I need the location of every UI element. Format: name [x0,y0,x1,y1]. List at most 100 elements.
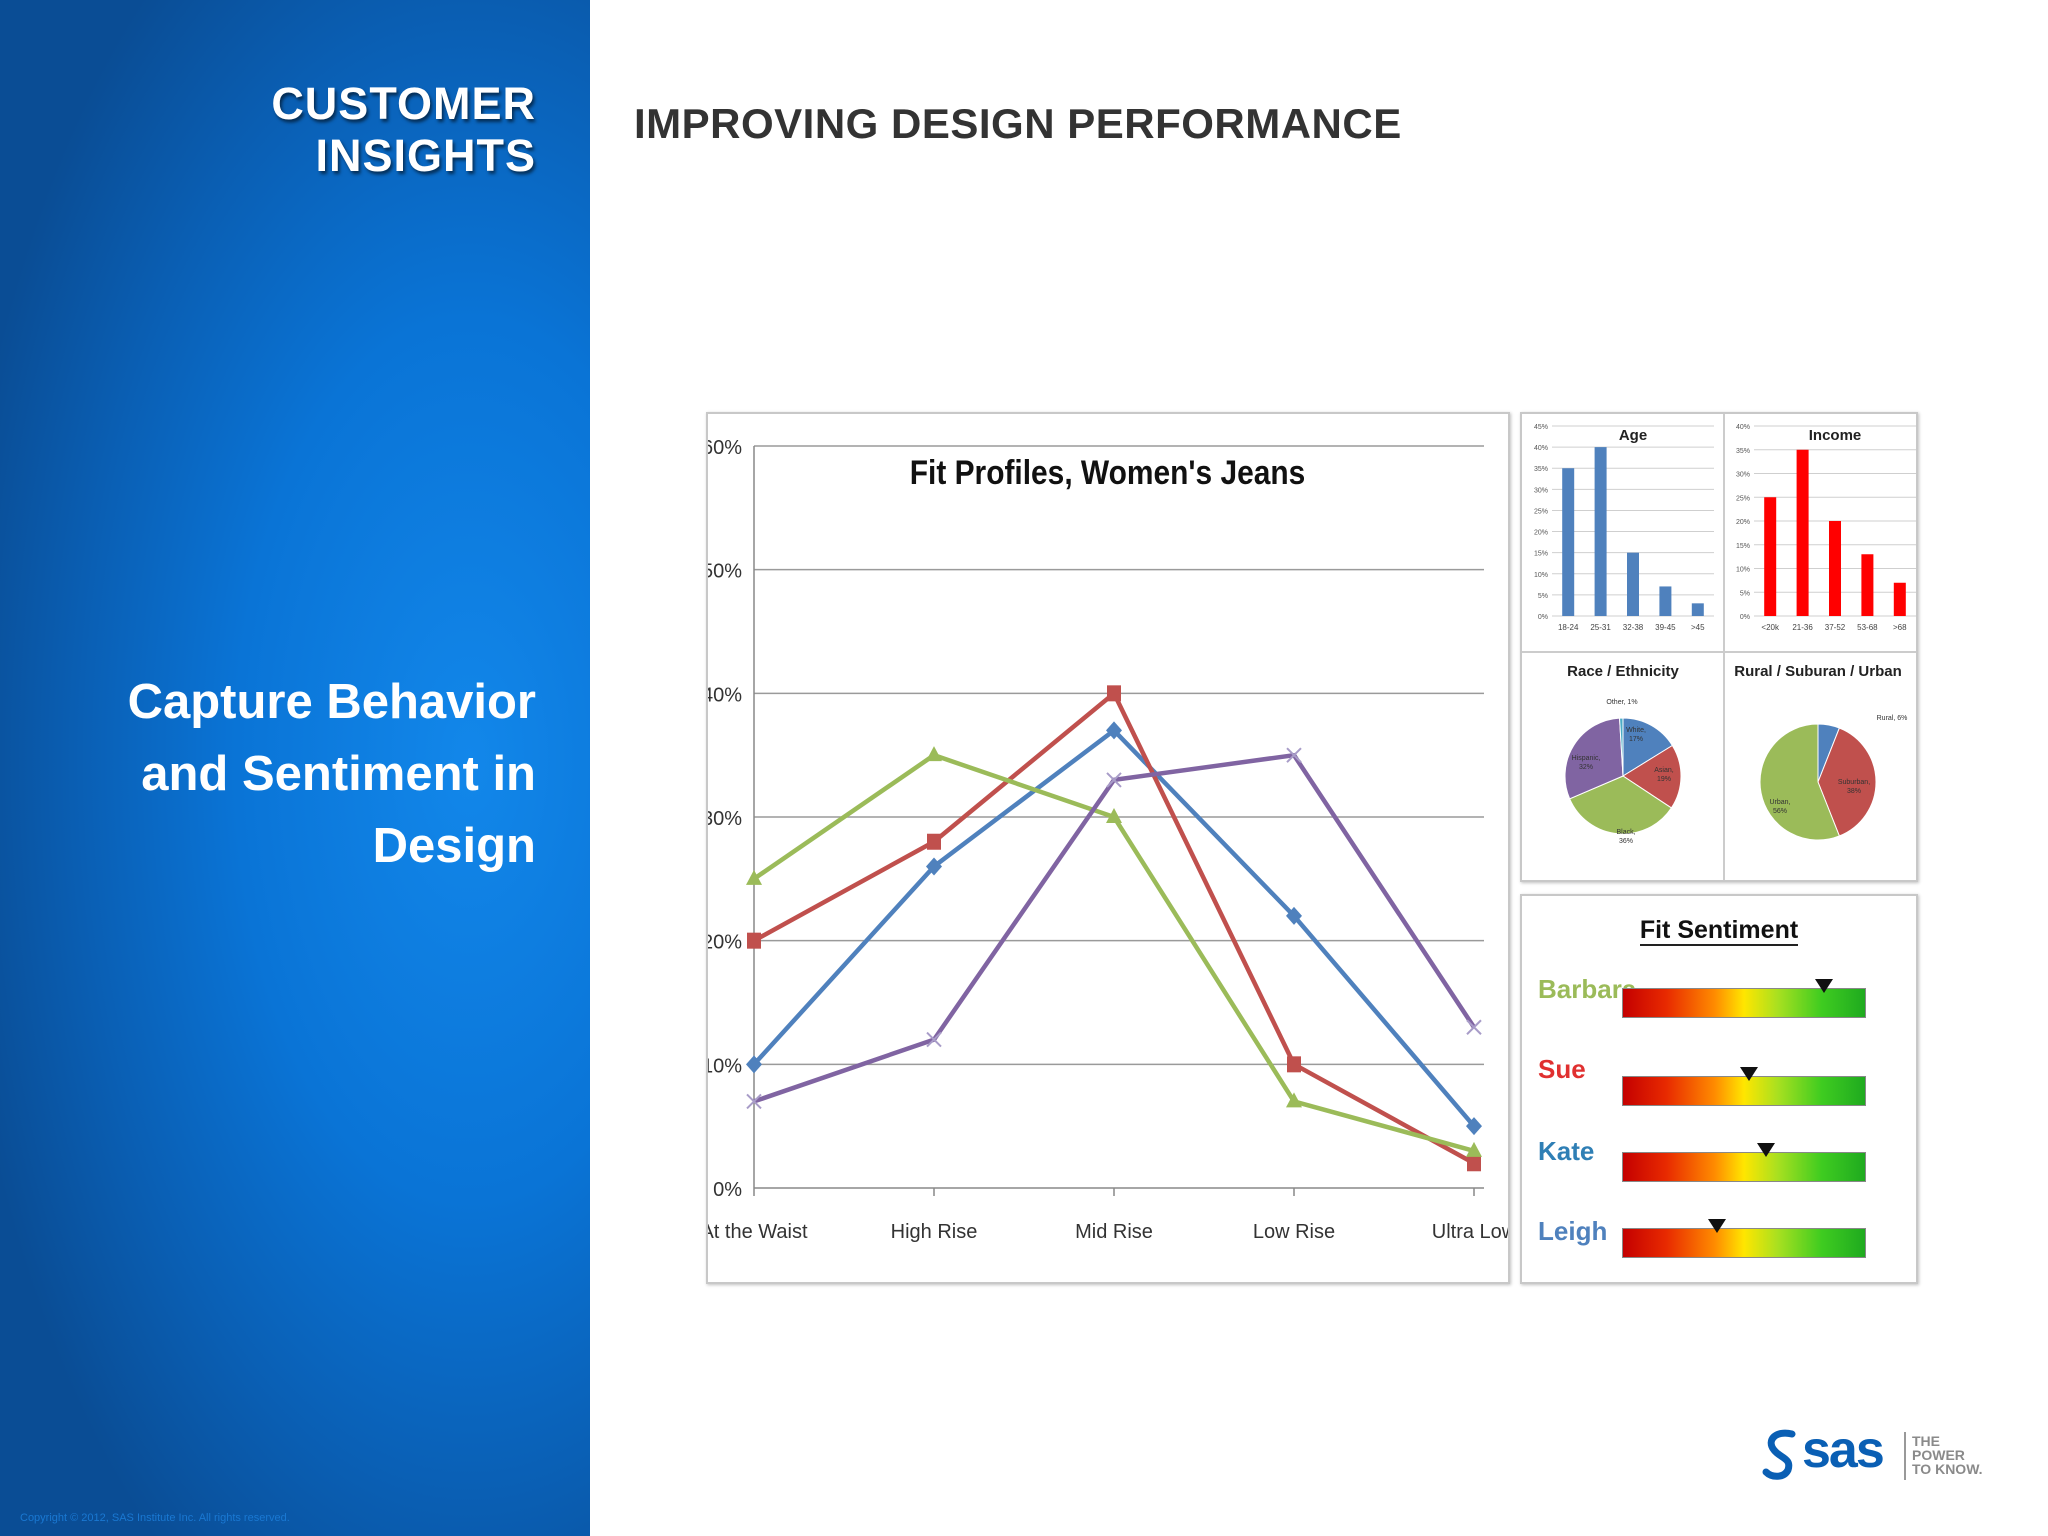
data-point-diamond [926,857,942,876]
logo-slogan: THE POWER TO KNOW. [1912,1434,1983,1476]
bar [1594,447,1607,616]
data-point-x [1466,1019,1482,1035]
pie-chart-title: Race / Ethnicity [1567,663,1679,680]
x-tick-label: Mid Rise [1075,1221,1153,1243]
pie-chart-title: Rural / Suburan / Urban [1734,663,1902,680]
chart-title: Fit Profiles, Women's Jeans [910,453,1306,491]
x-tick-label: 32-38 [1623,623,1644,632]
slice-label: White, [1626,727,1646,734]
slice-label: Hispanic, [1572,755,1601,762]
y-tick-label: 25% [1534,508,1548,515]
sentiment-name: Kate [1538,1136,1595,1166]
y-tick-label: 40% [708,684,742,706]
bar [1627,552,1639,616]
slice-value-label: 17% [1629,736,1643,743]
sentiment-row-sue: Sue [1522,1054,1916,1106]
slogan-line-1: THE [1912,1433,1940,1449]
pie-slice [1759,723,1841,841]
y-tick-label: 40% [1736,424,1750,431]
pie-slice [1619,717,1624,777]
slice-value-label: 56% [1773,808,1787,815]
y-tick-label: 5% [1740,590,1750,597]
fit-sentiment-title: Fit Sentiment [1522,916,1916,946]
sentiment-gradient-bar [1622,1143,1866,1182]
x-tick-label: >45 [1691,623,1705,632]
bar [1861,554,1874,616]
data-point-square [747,932,761,949]
sentiment-marker-icon [1814,979,1833,993]
pie-slice [1622,717,1674,777]
y-tick-label: 30% [1736,472,1750,479]
fit-profiles-line-chart: 0% 10% 20% 30% 40% 50% 60% At the Waist High Ris… [708,437,1508,1243]
sas-logo: sas THE POWER TO KNOW. [1762,1421,2002,1482]
data-point-diamond [1286,906,1302,925]
bar [1764,497,1777,616]
bar [1691,603,1704,616]
y-tick-label: 10% [1534,572,1548,579]
y-tick-label: 5% [1538,593,1548,600]
y-tick-label: 20% [1736,519,1750,526]
sentiment-gradient-bar [1622,979,1866,1018]
tagline-line-3: Design [372,819,536,873]
x-tick-label: At the Waist [708,1221,808,1243]
brand-line-2: INSIGHTS [315,130,536,181]
bar [1659,586,1672,616]
x-tick-label: 39-45 [1655,623,1676,632]
fit-sentiment-panel: Fit Sentiment Barbara Sue Kate Leigh [1520,894,1918,1284]
y-tick-label: 40% [1534,445,1548,452]
y-tick-label: 45% [1534,424,1548,431]
brand-line-1: CUSTOMER [271,78,536,129]
y-tick-label: 30% [708,808,742,830]
y-tick-label: 15% [1736,543,1750,550]
slice-value-label: 32% [1579,764,1593,771]
slice-label: Other, 1% [1606,699,1637,706]
pie-slice [1622,744,1682,809]
data-point-diamond [1466,1117,1482,1136]
y-tick-label: 0% [1740,614,1750,621]
data-point-triangle [746,869,762,885]
fit-profiles-chart-panel: 0% 10% 20% 30% 40% 50% 60% At the Waist High Ris… [706,412,1510,1284]
y-tick-label: 60% [708,437,742,459]
x-tick-label: 53-68 [1857,623,1878,632]
x-tick-label: 18-24 [1558,623,1579,632]
tagline-line-2: and Sentiment in [141,747,536,801]
slice-label: Black, [1616,829,1635,836]
slogan-line-2: POWER [1912,1447,1965,1463]
x-tick-label: Ultra Low [1432,1221,1508,1243]
copyright-text: Copyright © 2012, SAS Institute Inc. All… [20,1512,290,1524]
data-point-square [927,833,941,850]
slogan-line-3: TO KNOW. [1912,1461,1983,1477]
bar [1893,582,1906,616]
slice-value-label: 38% [1847,788,1861,795]
bar [1562,468,1575,616]
demographics-charts: 0% 5% 10% 15% 20% 25% 30% 35% 40% 45% Age 18-24 25-3… [1522,414,1916,880]
sentiment-gradient-bar [1622,1067,1866,1106]
y-tick-label: 35% [1736,448,1750,455]
logo-divider [1904,1432,1906,1480]
bar-chart-title: Age [1619,427,1647,444]
pie-slice [1564,717,1624,800]
x-tick-label: 37-52 [1825,623,1846,632]
bar [1796,449,1809,616]
x-tick-label: <20k [1761,623,1780,632]
y-tick-label: 20% [708,932,742,954]
y-tick-label: 50% [708,561,742,583]
sentiment-row-kate: Kate [1522,1136,1916,1186]
series-line [752,691,1476,1166]
sidebar: CUSTOMER INSIGHTS Capture Behavior and S… [0,0,590,1536]
data-point-diamond [1106,721,1122,740]
y-tick-label: 25% [1736,495,1750,502]
data-point-x [926,1031,942,1048]
data-point-diamond [746,1055,762,1074]
slice-label: Asian, [1654,767,1674,774]
y-tick-label: 10% [708,1055,742,1077]
y-tick-label: 30% [1534,487,1548,494]
data-point-x [1106,772,1122,788]
bar [1829,521,1841,616]
x-tick-label: >68 [1893,623,1907,632]
brand-title: CUSTOMER INSIGHTS [271,78,536,182]
sentiment-row-leigh: Leigh [1522,1216,1916,1266]
slice-label: Suburban, [1838,779,1870,786]
slice-value-label: 36% [1619,838,1633,845]
slice-label: Rural, 6% [1877,715,1908,722]
